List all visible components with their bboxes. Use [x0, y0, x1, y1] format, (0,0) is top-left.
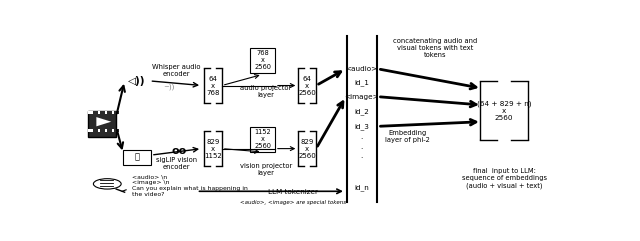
- Text: .: .: [360, 153, 363, 159]
- Bar: [114, 111, 118, 114]
- Text: oo: oo: [172, 146, 187, 156]
- Text: .: .: [360, 144, 363, 150]
- FancyBboxPatch shape: [88, 111, 116, 137]
- Text: <image>: <image>: [344, 94, 379, 100]
- Text: 64
x
2560: 64 x 2560: [298, 75, 316, 95]
- Bar: [108, 111, 112, 114]
- Text: sigLIP vision
encoder: sigLIP vision encoder: [156, 157, 197, 170]
- Text: .: .: [360, 134, 363, 141]
- Polygon shape: [97, 117, 111, 126]
- Text: audio projector
layer: audio projector layer: [240, 85, 292, 98]
- Text: ◁)): ◁)): [128, 76, 146, 86]
- Bar: [250, 48, 275, 73]
- Bar: [93, 129, 98, 133]
- Bar: [93, 111, 98, 114]
- Text: Whisper audio
encoder: Whisper audio encoder: [152, 64, 201, 77]
- Bar: [100, 129, 105, 133]
- Text: concatenating audio and
visual tokens with text
tokens: concatenating audio and visual tokens wi…: [392, 38, 477, 58]
- Text: id_n: id_n: [355, 184, 369, 191]
- Text: 768
x
2560: 768 x 2560: [254, 50, 271, 70]
- Text: id_1: id_1: [355, 79, 369, 86]
- Bar: [114, 129, 118, 133]
- Text: (64 + 829 + n)
x
2560: (64 + 829 + n) x 2560: [477, 100, 531, 121]
- Bar: [100, 111, 105, 114]
- Text: id_3: id_3: [355, 123, 369, 130]
- Text: <audio>, <image> are special tokens: <audio>, <image> are special tokens: [240, 200, 346, 205]
- Text: 64
x
768: 64 x 768: [206, 75, 220, 95]
- Text: 1152
x
2560: 1152 x 2560: [254, 129, 271, 149]
- Text: <audio> \n
<image> \n
Can you explain what is happening in
the video?: <audio> \n <image> \n Can you explain wh…: [132, 174, 248, 197]
- Bar: [88, 129, 116, 133]
- Text: id_2: id_2: [355, 108, 369, 115]
- FancyBboxPatch shape: [123, 149, 151, 165]
- Text: vision projector
layer: vision projector layer: [240, 162, 292, 175]
- Text: ~)): ~)): [164, 83, 175, 90]
- Text: 829
x
2560: 829 x 2560: [298, 139, 316, 159]
- Bar: [88, 111, 116, 114]
- Text: Embedding
layer of phi-2: Embedding layer of phi-2: [385, 130, 430, 143]
- Text: <audio>: <audio>: [346, 66, 378, 72]
- Text: 829
x
1152: 829 x 1152: [204, 139, 222, 159]
- Text: final  input to LLM:
sequence of embeddings
(audio + visual + text): final input to LLM: sequence of embeddin…: [461, 168, 547, 188]
- Text: 🏔: 🏔: [134, 153, 140, 161]
- Text: LLM tokenizer: LLM tokenizer: [268, 189, 318, 195]
- Bar: [250, 127, 275, 152]
- Bar: [108, 129, 112, 133]
